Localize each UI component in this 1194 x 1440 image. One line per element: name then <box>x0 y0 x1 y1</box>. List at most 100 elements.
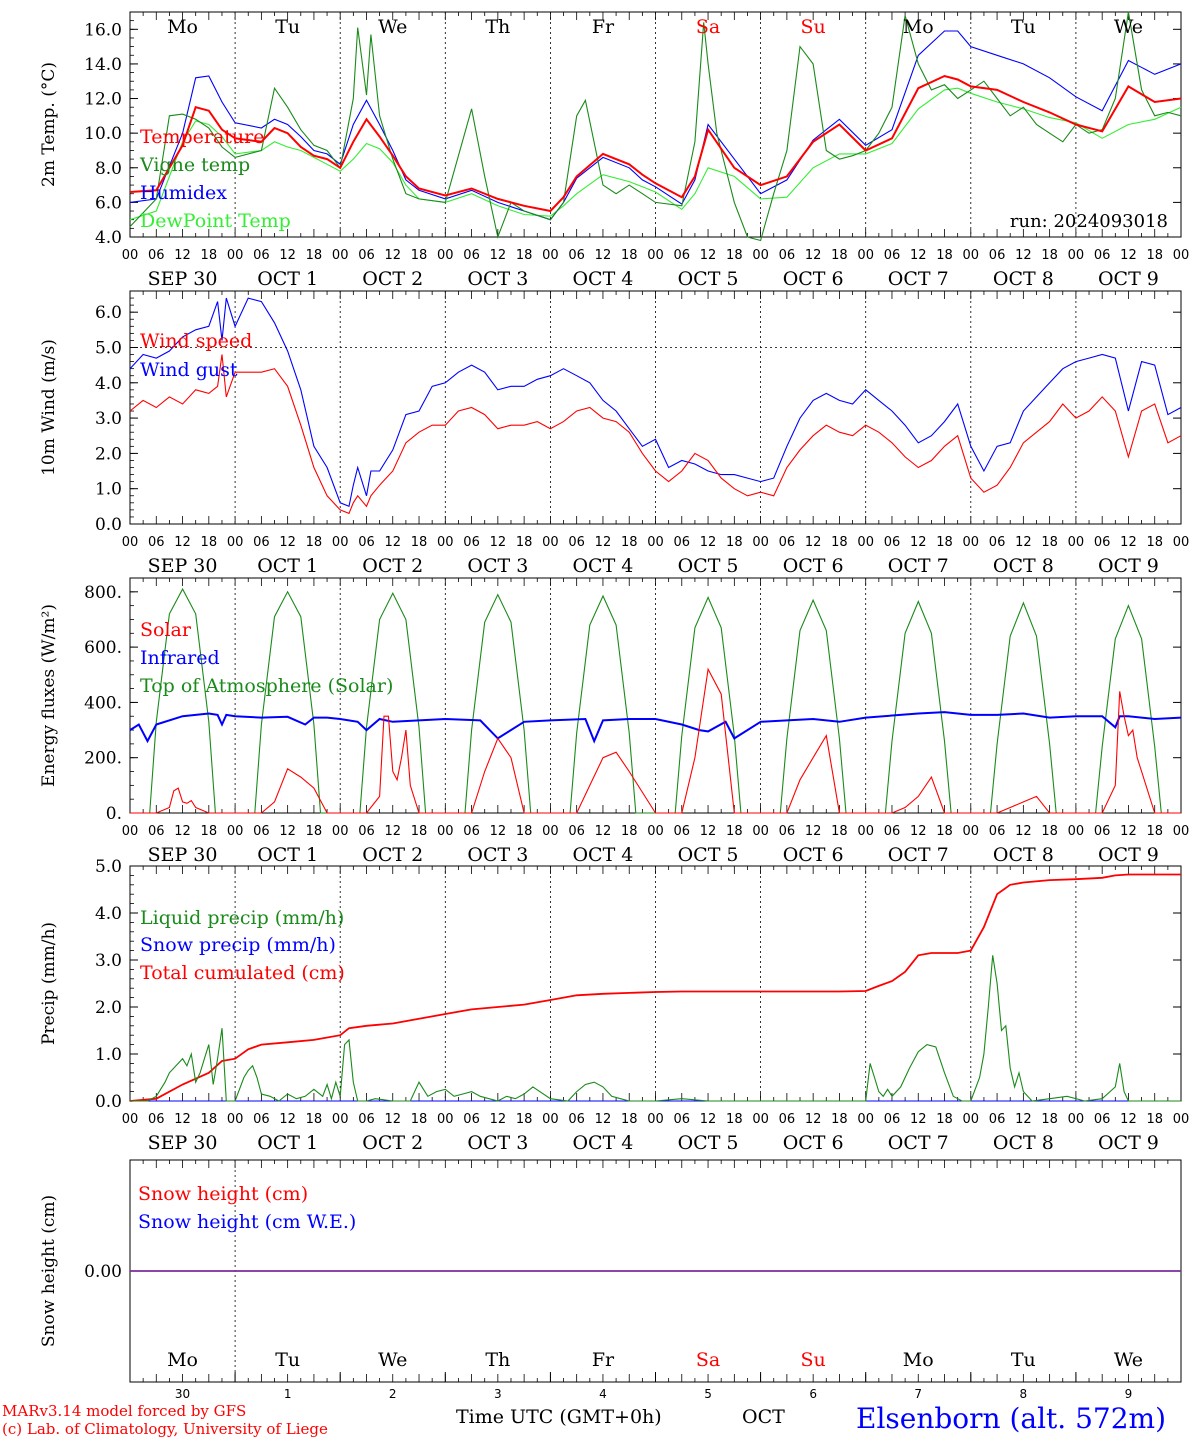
hour-tick-label: 18 <box>621 824 638 839</box>
hour-tick-label: 12 <box>910 248 927 263</box>
legend-entry: Humidex <box>140 182 227 204</box>
hour-tick-label: 18 <box>936 1112 953 1127</box>
time-axis-label: Time UTC (GMT+0h) <box>456 1406 662 1428</box>
y-tick-label: 2.0 <box>95 444 122 464</box>
hour-tick-label: 12 <box>805 824 822 839</box>
series-line-vigne-temp <box>129 11 1182 242</box>
y-tick-label: 16.0 <box>84 20 122 40</box>
hour-tick-label: 00 <box>332 248 349 263</box>
hour-tick-label: 18 <box>936 535 953 550</box>
hour-tick-label: 18 <box>411 535 428 550</box>
hour-tick-label: 06 <box>779 1112 796 1127</box>
date-label: OCT 9 <box>1098 1132 1159 1154</box>
hour-tick-label: 00 <box>963 535 980 550</box>
hour-tick-label: 06 <box>884 824 901 839</box>
hour-tick-label: 12 <box>910 1112 927 1127</box>
date-label: OCT 9 <box>1098 555 1159 577</box>
day-number: 6 <box>809 1387 817 1401</box>
date-label: OCT 4 <box>572 844 633 866</box>
hour-tick-label: 18 <box>1041 535 1058 550</box>
hour-tick-label: 12 <box>595 248 612 263</box>
hour-tick-label: 18 <box>516 535 533 550</box>
date-label: OCT 1 <box>257 1132 318 1154</box>
y-tick-label: 0.00 <box>84 1262 122 1282</box>
hour-tick-label: 18 <box>726 248 743 263</box>
y-tick-label: 2.0 <box>95 998 122 1018</box>
date-label: OCT 7 <box>888 555 949 577</box>
date-label: OCT 8 <box>993 1132 1054 1154</box>
hour-tick-label: 18 <box>621 1112 638 1127</box>
hour-tick-label: 18 <box>1041 824 1058 839</box>
date-label: OCT 4 <box>572 268 633 290</box>
series-line-humidex <box>129 30 1182 221</box>
hour-tick-label: 18 <box>306 1112 323 1127</box>
hour-tick-label: 12 <box>595 1112 612 1127</box>
date-label: OCT 5 <box>678 555 739 577</box>
hour-tick-label: 12 <box>1120 248 1137 263</box>
hour-tick-label: 18 <box>1146 535 1163 550</box>
hour-tick-label: 06 <box>253 1112 270 1127</box>
y-tick-label: 14.0 <box>84 55 122 75</box>
hour-tick-label: 06 <box>779 824 796 839</box>
day-name-top: Fr <box>592 16 615 38</box>
model-credit: MARv3.14 model forced by GFS <box>2 1402 247 1420</box>
hour-tick-label: 12 <box>384 248 401 263</box>
series-line-solar <box>130 667 1181 814</box>
day-name-bottom: Fr <box>592 1349 615 1371</box>
date-label: OCT 3 <box>467 555 528 577</box>
hour-tick-label: 06 <box>884 248 901 263</box>
hour-tick-label: 00 <box>647 1112 664 1127</box>
series-line-temperature <box>129 74 1182 213</box>
series-line-liquid-precip-mm-h- <box>130 955 1181 1102</box>
hour-tick-label: 12 <box>1015 248 1032 263</box>
hour-tick-label: 00 <box>227 248 244 263</box>
hour-tick-label: 06 <box>989 824 1006 839</box>
hour-tick-label: 12 <box>279 535 296 550</box>
y-tick-label: 200. <box>84 749 122 769</box>
legend-entry: Top of Atmosphere (Solar) <box>140 675 393 697</box>
y-tick-label: 4.0 <box>95 228 122 248</box>
hour-tick-label: 00 <box>437 1112 454 1127</box>
hour-tick-label: 12 <box>1015 1112 1032 1127</box>
hour-tick-label: 18 <box>936 824 953 839</box>
hour-tick-label: 00 <box>1068 824 1085 839</box>
hour-tick-label: 18 <box>201 824 218 839</box>
legend-entry: Solar <box>140 619 192 641</box>
hour-tick-label: 18 <box>516 824 533 839</box>
day-name-bottom: Th <box>485 1349 510 1371</box>
hour-tick-label: 18 <box>306 248 323 263</box>
day-name-top: Tu <box>1011 16 1036 38</box>
hour-tick-label: 06 <box>989 535 1006 550</box>
hour-tick-label: 12 <box>490 824 507 839</box>
hour-tick-label: 00 <box>647 248 664 263</box>
hour-tick-label: 06 <box>463 1112 480 1127</box>
hour-tick-label: 00 <box>857 824 874 839</box>
date-label: OCT 7 <box>888 1132 949 1154</box>
hour-tick-label: 12 <box>174 535 191 550</box>
hour-tick-label: 18 <box>621 535 638 550</box>
hour-tick-label: 00 <box>647 824 664 839</box>
hour-tick-label: 06 <box>674 824 691 839</box>
hour-tick-label: 18 <box>1146 1112 1163 1127</box>
hour-tick-label: 12 <box>174 824 191 839</box>
y-tick-label: 5.0 <box>95 338 122 358</box>
day-name-bottom: We <box>1114 1349 1143 1371</box>
y-tick-label: 5.0 <box>95 857 122 877</box>
date-label: SEP 30 <box>148 1132 218 1154</box>
hour-tick-label: 12 <box>910 824 927 839</box>
hour-tick-label: 12 <box>700 248 717 263</box>
hour-tick-label: 06 <box>358 535 375 550</box>
hour-tick-label: 06 <box>674 248 691 263</box>
hour-tick-label: 06 <box>1094 824 1111 839</box>
hour-tick-label: 18 <box>516 248 533 263</box>
hour-tick-label: 18 <box>306 824 323 839</box>
legend-entry: Infrared <box>140 647 220 669</box>
hour-tick-label: 12 <box>174 248 191 263</box>
hour-tick-label: 00 <box>542 1112 559 1127</box>
hour-tick-label: 06 <box>358 1112 375 1127</box>
hour-tick-label: 06 <box>463 248 480 263</box>
hour-tick-label: 06 <box>884 535 901 550</box>
hour-tick-label: 06 <box>989 248 1006 263</box>
hour-tick-label: 06 <box>358 824 375 839</box>
hour-tick-label: 12 <box>384 1112 401 1127</box>
